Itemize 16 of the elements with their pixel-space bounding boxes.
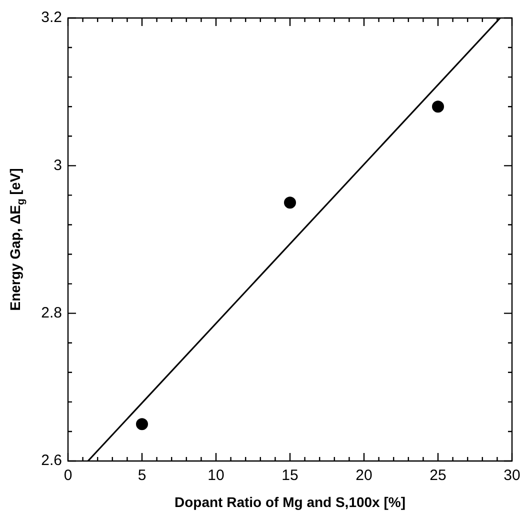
y-axis-title: Energy Gap, ΔEg [eV] [6, 168, 27, 311]
x-tick-label: 30 [504, 467, 520, 484]
x-tick-label: 5 [138, 467, 146, 484]
point [136, 418, 148, 430]
y-tick-label: 3 [54, 156, 62, 174]
x-tick-label: 20 [356, 467, 372, 484]
x-tick-label: 10 [208, 467, 224, 484]
y-tick-label: 2.6 [41, 452, 62, 470]
y-tick-label: 3.2 [41, 9, 62, 26]
x-axis-title: Dopant Ratio of Mg and S,100x [%] [174, 494, 406, 510]
x-tick-label: 15 [282, 467, 298, 484]
point [432, 100, 444, 113]
point [284, 196, 296, 209]
y-tick-label: 2.8 [41, 304, 62, 322]
x-tick-label: 25 [430, 467, 446, 484]
x-tick-label: 0 [64, 467, 72, 484]
